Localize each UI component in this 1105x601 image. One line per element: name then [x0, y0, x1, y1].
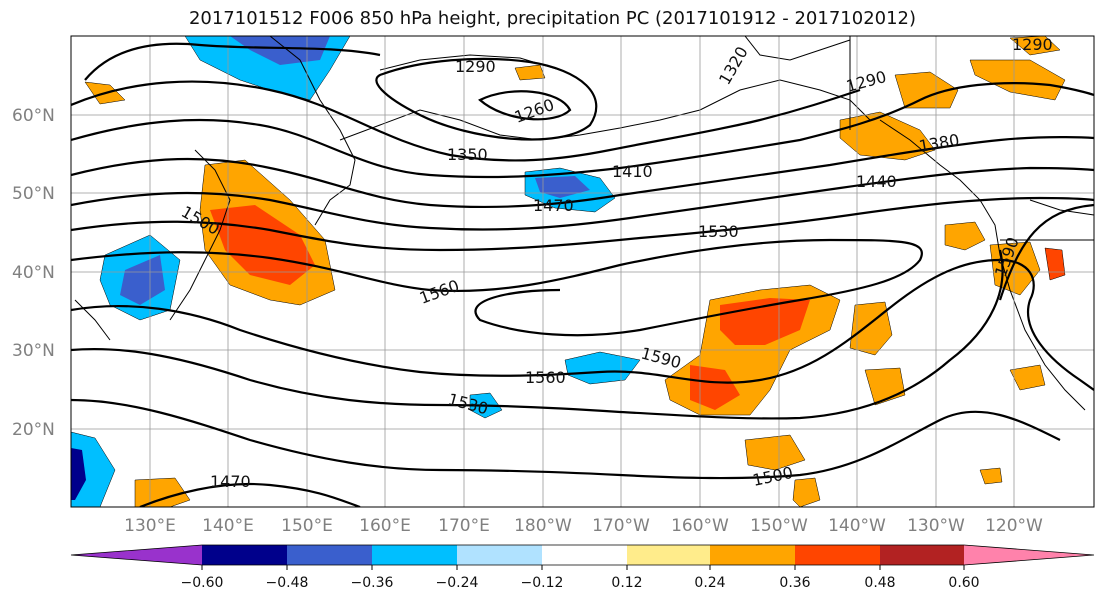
- colorbar-tick-label: −0.36: [351, 575, 394, 591]
- latitude-axis: 60°N 50°N 40°N 30°N 20°N: [12, 106, 55, 440]
- map-title: 2017101512 F006 850 hPa height, precipit…: [188, 8, 917, 29]
- lon-label: 140°E: [202, 516, 254, 536]
- contour-label: 1290: [455, 57, 496, 76]
- colorbar: −0.60 −0.48 −0.36 −0.24 −0.12 0.12 0.24 …: [70, 544, 1095, 591]
- lon-label: 130°W: [907, 516, 965, 536]
- longitude-axis: 130°E 140°E 150°E 160°E 170°E 180°W 170°…: [124, 516, 1043, 536]
- lon-label: 150°E: [281, 516, 333, 536]
- colorbar-tick-label: −0.24: [436, 575, 479, 591]
- contour-label: 1560: [525, 368, 566, 387]
- colorbar-tick-label: 0.48: [864, 575, 895, 591]
- lon-label: 180°W: [514, 516, 572, 536]
- coastlines: [74, 36, 1094, 411]
- lon-label: 160°E: [359, 516, 411, 536]
- lon-label: 170°E: [438, 516, 490, 536]
- lon-label: 160°W: [671, 516, 729, 536]
- colorbar-segment: [880, 545, 964, 565]
- colorbar-tick-label: −0.48: [266, 575, 309, 591]
- colorbar-segment: [964, 545, 1094, 565]
- colorbar-segment: [202, 545, 287, 565]
- lat-label: 20°N: [12, 420, 55, 440]
- lat-label: 30°N: [12, 341, 55, 361]
- lon-label: 120°W: [985, 516, 1043, 536]
- colorbar-segment: [457, 545, 542, 565]
- colorbar-segment: [372, 545, 457, 565]
- colorbar-segment: [71, 545, 202, 565]
- colorbar-segment: [795, 545, 880, 565]
- contour-label: 1290: [1012, 35, 1053, 54]
- contour-label: 1410: [612, 162, 653, 181]
- colorbar-tick-label: 0.12: [611, 575, 642, 591]
- colorbar-tick-label: 0.60: [948, 575, 979, 591]
- colorbar-segment: [287, 545, 372, 565]
- lon-label: 150°W: [750, 516, 808, 536]
- colorbar-segment: [710, 545, 795, 565]
- colorbar-tick-label: −0.60: [181, 575, 224, 591]
- lat-label: 40°N: [12, 263, 55, 283]
- lat-label: 50°N: [12, 184, 55, 204]
- lon-label: 140°W: [828, 516, 886, 536]
- colorbar-ticks: [201, 565, 965, 570]
- contour-label: 1440: [856, 172, 897, 191]
- colorbar-segment: [542, 545, 627, 565]
- colorbar-tick-label: 0.24: [694, 575, 725, 591]
- contour-label: 1530: [698, 222, 739, 241]
- lat-label: 60°N: [12, 106, 55, 126]
- contour-label: 1470: [210, 472, 251, 491]
- colorbar-segment: [627, 545, 710, 565]
- colorbar-tick-label: −0.12: [521, 575, 564, 591]
- map-frame: [70, 35, 1095, 508]
- lon-label: 170°W: [592, 516, 650, 536]
- height-contours: [71, 42, 1094, 507]
- colorbar-tick-label: 0.36: [779, 575, 810, 591]
- lon-label: 130°E: [124, 516, 176, 536]
- contour-label: 1350: [447, 145, 488, 164]
- contour-label: 1470: [533, 196, 574, 215]
